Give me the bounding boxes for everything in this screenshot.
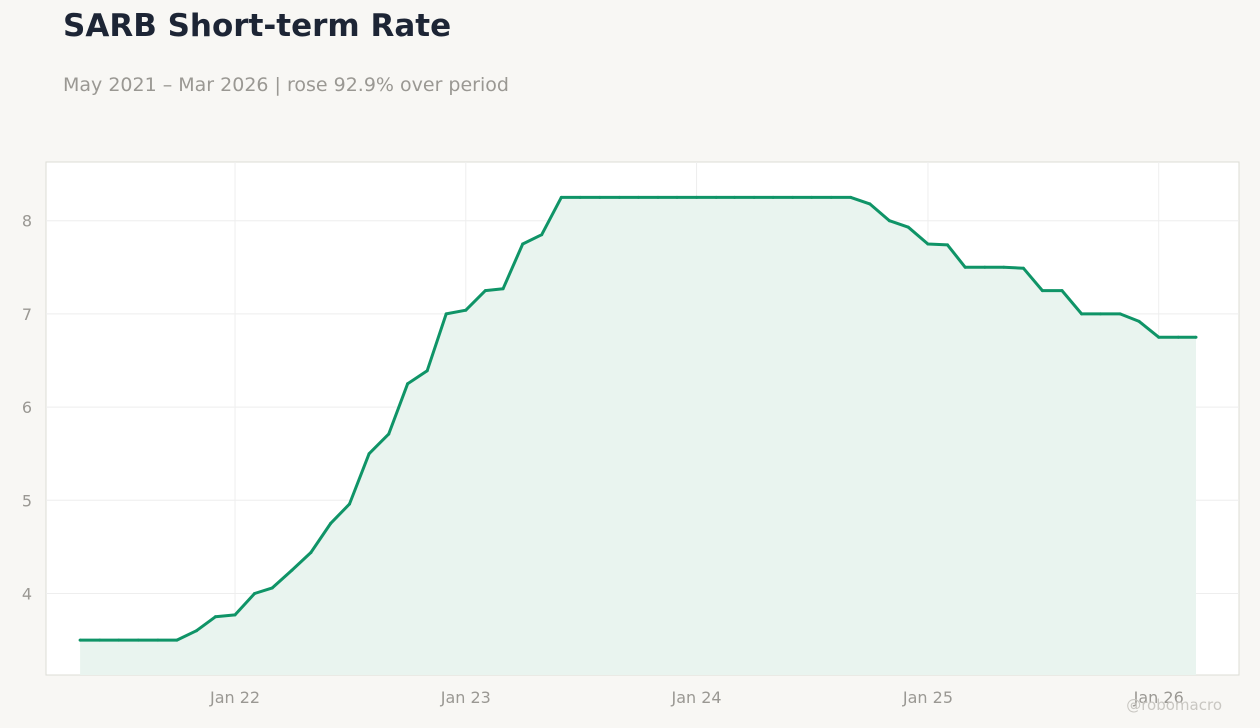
data-point	[559, 195, 563, 199]
data-point	[675, 195, 679, 199]
data-point	[636, 195, 640, 199]
y-tick-label: 4	[22, 584, 32, 603]
chart-subtitle: May 2021 – Mar 2026 | rose 92.9% over pe…	[63, 74, 509, 96]
data-point	[1002, 265, 1006, 269]
data-point	[175, 638, 179, 642]
data-point	[598, 195, 602, 199]
data-point	[868, 202, 872, 206]
data-point	[444, 312, 448, 316]
data-point	[156, 638, 160, 642]
data-point	[367, 452, 371, 456]
data-point	[425, 369, 429, 373]
data-point	[887, 219, 891, 223]
x-tick-label: Jan 26	[1133, 688, 1184, 707]
data-points	[78, 195, 1198, 642]
x-tick-label: Jan 24	[671, 688, 722, 707]
data-point	[253, 592, 257, 595]
data-point	[290, 568, 294, 572]
series-area-fill	[80, 197, 1197, 675]
watermark: @robomacro	[1126, 696, 1222, 714]
data-point	[810, 195, 814, 199]
data-point	[1021, 266, 1025, 270]
data-point	[406, 382, 410, 386]
data-point	[117, 638, 121, 642]
chart-title: SARB Short-term Rate	[63, 8, 452, 44]
data-point	[617, 195, 621, 199]
data-point	[98, 638, 102, 642]
x-tick-label: Jan 23	[440, 688, 491, 707]
data-point	[483, 289, 487, 293]
data-point	[946, 243, 949, 247]
data-point	[540, 233, 544, 237]
data-point	[578, 195, 582, 199]
data-point	[309, 551, 313, 554]
data-point	[1157, 335, 1161, 339]
data-point	[752, 195, 756, 199]
data-point	[1194, 335, 1198, 339]
data-point	[501, 287, 505, 291]
y-tick-label: 6	[22, 398, 32, 417]
data-point	[521, 242, 525, 246]
data-point	[926, 242, 930, 246]
data-point	[771, 195, 775, 199]
data-point	[329, 522, 332, 526]
data-point	[714, 195, 718, 199]
data-point	[136, 638, 140, 642]
data-point	[791, 195, 795, 199]
y-tick-label: 5	[22, 491, 32, 510]
data-point	[195, 629, 198, 633]
data-point	[464, 308, 468, 312]
data-point	[733, 195, 736, 199]
data-point	[1099, 312, 1102, 316]
data-point	[963, 265, 967, 269]
axis-tick-labels: Jan 22 Jan 23 Jan 24 Jan 25 Jan 26 4 5 6 7 8	[22, 212, 1184, 707]
x-tick-label: Jan 25	[902, 688, 953, 707]
data-point	[213, 615, 217, 619]
data-point	[906, 225, 910, 229]
data-point	[78, 638, 82, 642]
data-point	[656, 195, 660, 199]
data-point	[270, 586, 274, 590]
y-tick-label: 8	[22, 212, 32, 231]
data-point	[348, 502, 351, 506]
data-point	[387, 432, 391, 436]
data-point	[1118, 312, 1122, 316]
data-point	[695, 195, 699, 199]
data-point	[1080, 312, 1084, 316]
data-point	[983, 265, 987, 269]
data-point	[1176, 335, 1180, 339]
data-point	[1060, 289, 1064, 293]
data-point	[849, 195, 853, 199]
data-point	[1040, 289, 1044, 293]
data-point	[233, 613, 237, 617]
data-point	[829, 195, 833, 199]
data-point	[1137, 319, 1141, 323]
y-tick-label: 7	[22, 305, 32, 324]
x-tick-label: Jan 22	[209, 688, 260, 707]
